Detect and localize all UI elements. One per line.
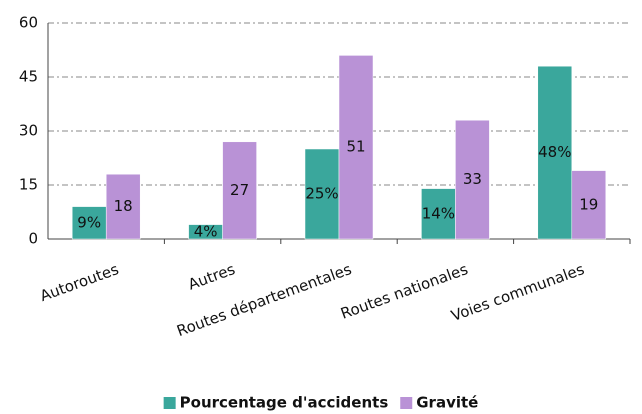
legend-swatch	[400, 397, 413, 409]
x-tick-label: Autres	[186, 260, 238, 294]
legend-label: Pourcentage d'accidents	[180, 394, 389, 412]
y-tick-label: 60	[19, 14, 38, 32]
bar	[71, 206, 107, 240]
y-tick-label: 15	[19, 176, 38, 194]
data-label: 25%	[305, 185, 338, 203]
bar	[304, 148, 340, 240]
bar	[338, 55, 374, 240]
data-label: 27	[230, 181, 249, 199]
bar	[571, 170, 607, 240]
data-label: 18	[114, 197, 133, 215]
bar	[105, 173, 141, 240]
data-label: 51	[346, 138, 365, 156]
legend-swatch	[163, 397, 176, 409]
y-tick-label: 30	[19, 122, 38, 140]
x-tick-label: Voies communales	[449, 260, 587, 325]
data-label: 48%	[538, 143, 571, 161]
data-label: 4%	[194, 222, 218, 240]
bar	[537, 65, 573, 240]
data-label: 19	[579, 195, 598, 213]
bar	[421, 188, 456, 240]
bar	[222, 141, 257, 240]
y-tick-label: 45	[19, 68, 38, 86]
x-tick-label: Autoroutes	[38, 260, 122, 305]
data-label: 14%	[422, 204, 455, 222]
y-tick-label: 0	[28, 230, 38, 248]
data-label: 33	[463, 170, 482, 188]
bar	[455, 119, 490, 240]
data-label: 9%	[77, 213, 101, 231]
legend: Pourcentage d'accidents Gravité	[163, 394, 478, 412]
legend-label: Gravité	[416, 394, 478, 412]
